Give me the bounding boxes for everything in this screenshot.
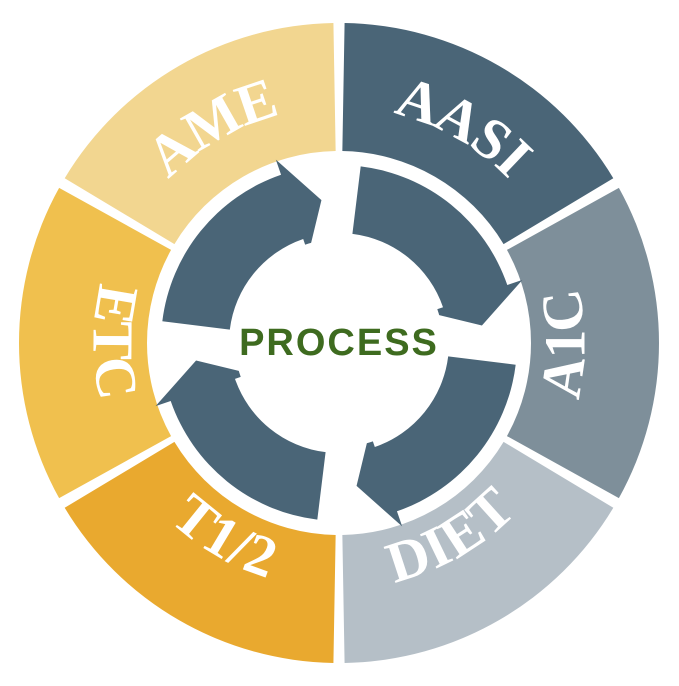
wheel-svg: AMEAASIA1CDIETT1/2ETC PROCESS xyxy=(0,0,679,686)
process-wheel-diagram: AMEAASIA1CDIETT1/2ETC PROCESS xyxy=(0,0,679,686)
segment-label-etc: ETC xyxy=(80,280,151,405)
center-label: PROCESS xyxy=(239,322,439,364)
segment-label-a1c: A1C xyxy=(527,284,598,403)
